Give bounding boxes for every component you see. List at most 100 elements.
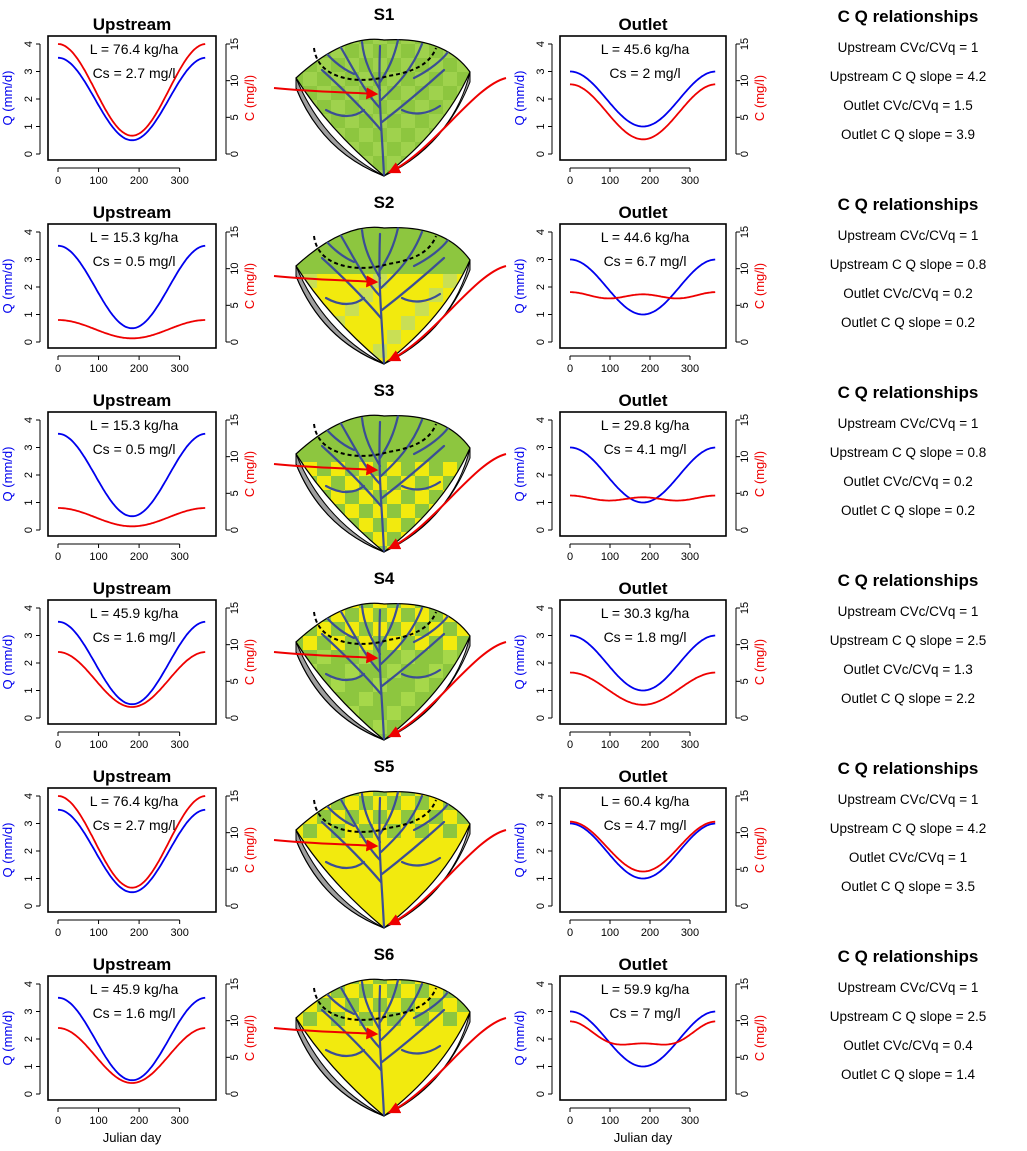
x-axis-label: Julian day — [614, 1130, 673, 1145]
stream-segment — [338, 420, 382, 486]
q-tick-label: 4 — [23, 229, 35, 235]
land-cell — [415, 372, 429, 386]
stream-segment — [378, 979, 400, 1024]
q-tick-label: 1 — [23, 1063, 35, 1069]
concentration-line — [57, 795, 206, 889]
land-cell — [471, 1012, 485, 1026]
relationship-line: Outlet CVc/CVq = 0.2 — [843, 474, 972, 489]
concentration-line — [570, 820, 716, 873]
x-tick-label: 300 — [170, 739, 188, 751]
q-axis-label: Q (mm/d) — [512, 635, 527, 690]
q-tick-label: 0 — [535, 151, 547, 157]
land-cell — [296, 796, 303, 810]
stream-segment — [324, 108, 366, 118]
x-tick-label: 0 — [55, 363, 61, 375]
land-cell — [471, 476, 485, 490]
land-cell — [443, 448, 457, 462]
land-cell — [415, 490, 429, 504]
land-cell — [296, 720, 303, 734]
discharge-line — [570, 446, 716, 504]
stream-segment — [338, 44, 382, 110]
land-cell — [345, 546, 359, 552]
leaf-underside-edge — [295, 839, 385, 929]
scenario-title: S2 — [374, 193, 395, 212]
land-cell — [331, 415, 345, 420]
relationship-line: Outlet CVc/CVq = 1.3 — [843, 662, 972, 677]
c-tick-label: 10 — [739, 1015, 751, 1027]
c-tick-label: 15 — [229, 38, 241, 50]
cs-label: Cs = 4.1 mg/l — [604, 441, 687, 457]
land-cell — [317, 227, 331, 232]
relationship-line: Upstream C Q slope = 0.8 — [830, 445, 986, 460]
relationship-line: Outlet C Q slope = 2.2 — [841, 691, 975, 706]
land-cell — [429, 142, 443, 156]
land-cell — [457, 490, 470, 504]
land-cell — [443, 532, 457, 546]
cs-label: Cs = 1.8 mg/l — [604, 629, 687, 645]
upstream-boundary — [313, 235, 437, 269]
land-cell — [471, 532, 485, 546]
land-cell — [443, 274, 457, 288]
land-cell — [331, 532, 345, 546]
land-cell — [359, 504, 373, 518]
leaf-outline — [295, 226, 471, 365]
q-tick-label: 2 — [535, 284, 547, 290]
catchment-map-2: S2 — [273, 193, 507, 386]
q-tick-label: 3 — [535, 820, 547, 826]
land-cell — [303, 636, 317, 650]
land-cell — [359, 260, 373, 274]
c-tick-label: 5 — [229, 866, 241, 872]
relationship-line: Outlet C Q slope = 3.9 — [841, 127, 975, 142]
land-cell — [443, 434, 457, 448]
stream-segment — [379, 42, 424, 102]
relationship-line: Upstream CVc/CVq = 1 — [838, 228, 979, 243]
q-tick-label: 1 — [23, 499, 35, 505]
c-tick-label: 10 — [229, 263, 241, 275]
land-cell — [296, 142, 303, 156]
x-tick-label: 200 — [641, 927, 659, 939]
x-tick-label: 100 — [89, 175, 107, 187]
load-label: L = 60.4 kg/ha — [601, 793, 690, 809]
stream-segment — [412, 426, 450, 456]
q-tick-label: 4 — [535, 981, 547, 987]
land-cell — [296, 260, 303, 274]
stream-segment — [378, 232, 386, 364]
land-cell — [415, 156, 429, 170]
upstream-title: Upstream — [93, 15, 171, 34]
land-cell — [296, 246, 303, 260]
land-cell — [359, 184, 373, 198]
land-cell — [317, 546, 331, 552]
land-cell — [317, 330, 331, 344]
c-tick-label: 5 — [229, 678, 241, 684]
land-cell — [303, 706, 317, 720]
q-tick-label: 2 — [535, 848, 547, 854]
land-cell — [331, 227, 345, 232]
relationship-line: Upstream C Q slope = 2.5 — [830, 633, 986, 648]
stream-network — [320, 227, 450, 364]
catchment-map-1: S1 — [273, 5, 507, 198]
c-tick-label: 15 — [739, 978, 751, 990]
land-cell — [359, 979, 373, 984]
x-tick-label: 100 — [89, 363, 107, 375]
land-cell — [345, 420, 359, 434]
concentration-line — [570, 1020, 716, 1046]
land-cell — [415, 100, 429, 114]
stream-segment — [400, 292, 442, 303]
land-cell — [303, 546, 317, 552]
upstream-arrow — [273, 1027, 379, 1040]
land-cell — [401, 260, 415, 274]
land-cell — [359, 448, 373, 462]
land-cell — [331, 546, 345, 552]
catchment-map-6: S6 — [273, 945, 507, 1117]
stream-segment — [400, 104, 442, 115]
x-tick-label: 100 — [89, 1115, 107, 1127]
land-pattern — [296, 791, 470, 838]
land-cell — [471, 546, 485, 560]
land-cell — [296, 532, 303, 546]
land-cell — [296, 232, 303, 246]
concentration-line — [58, 319, 206, 340]
load-label: L = 30.3 kg/ha — [601, 605, 690, 621]
land-cell — [429, 462, 443, 476]
land-cell — [471, 504, 485, 518]
